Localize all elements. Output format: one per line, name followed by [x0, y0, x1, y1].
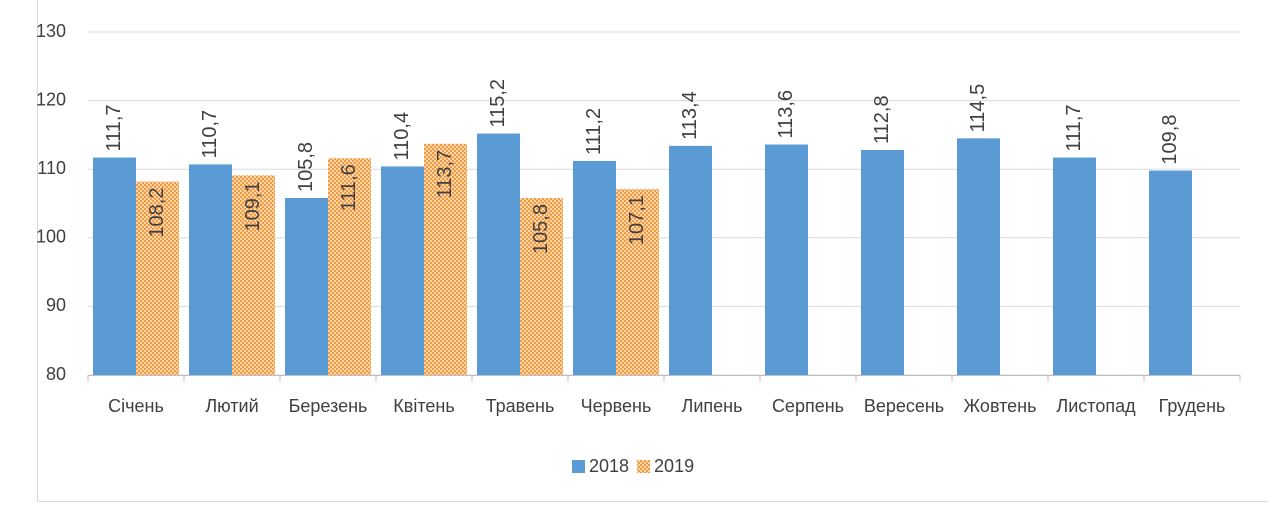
- y-tick-label: 80: [46, 364, 66, 384]
- bar: [1149, 171, 1192, 375]
- y-tick-label: 90: [46, 295, 66, 315]
- x-tick-label: Листопад: [1056, 396, 1136, 416]
- legend-label: 2018: [589, 456, 629, 476]
- bar: [669, 146, 712, 375]
- x-tick-label: Лютий: [205, 396, 258, 416]
- bar: [573, 161, 616, 375]
- data-label: 112,8: [871, 95, 893, 144]
- data-label: 111,6: [338, 164, 360, 211]
- x-tick-label: Вересень: [864, 396, 944, 416]
- data-label: 105,8: [530, 204, 552, 254]
- x-tick-label: Квітень: [393, 396, 454, 416]
- x-tick-label: Жовтень: [964, 396, 1037, 416]
- x-tick-label: Липень: [682, 396, 743, 416]
- bar: [285, 198, 328, 375]
- data-label: 114,5: [967, 84, 989, 133]
- data-label: 107,1: [626, 195, 648, 245]
- data-label: 111,7: [103, 104, 125, 151]
- bar: [477, 134, 520, 375]
- data-label: 111,7: [1063, 104, 1085, 151]
- bar: [93, 158, 136, 375]
- bar: [765, 145, 808, 375]
- y-tick-label: 120: [36, 89, 66, 109]
- data-label: 109,8: [1159, 115, 1181, 165]
- data-label: 113,7: [434, 150, 456, 199]
- legend-label: 2019: [654, 456, 694, 476]
- data-label: 111,2: [583, 108, 605, 155]
- legend-swatch: [637, 460, 650, 473]
- x-tick-label: Травень: [486, 396, 555, 416]
- x-tick-label: Березень: [289, 396, 368, 416]
- data-label: 110,4: [391, 112, 413, 161]
- bar: [861, 150, 904, 375]
- legend-swatch: [572, 460, 585, 473]
- x-tick-label: Січень: [108, 396, 164, 416]
- data-label: 105,8: [295, 142, 317, 192]
- bar: [957, 138, 1000, 375]
- data-label: 115,2: [487, 79, 509, 128]
- data-label: 109,1: [242, 181, 264, 231]
- data-label: 113,4: [679, 91, 701, 140]
- data-label: 113,6: [775, 90, 797, 139]
- x-tick-label: Червень: [581, 396, 652, 416]
- x-tick-label: Грудень: [1159, 396, 1226, 416]
- y-tick-label: 110: [37, 158, 66, 178]
- data-label: 108,2: [146, 188, 168, 238]
- bar: [1053, 158, 1096, 375]
- y-tick-label: 130: [36, 21, 66, 41]
- data-label: 110,7: [199, 110, 221, 159]
- x-tick-label: Серпень: [772, 396, 844, 416]
- bar: [381, 166, 424, 375]
- y-tick-label: 100: [36, 227, 66, 247]
- bar: [189, 164, 232, 375]
